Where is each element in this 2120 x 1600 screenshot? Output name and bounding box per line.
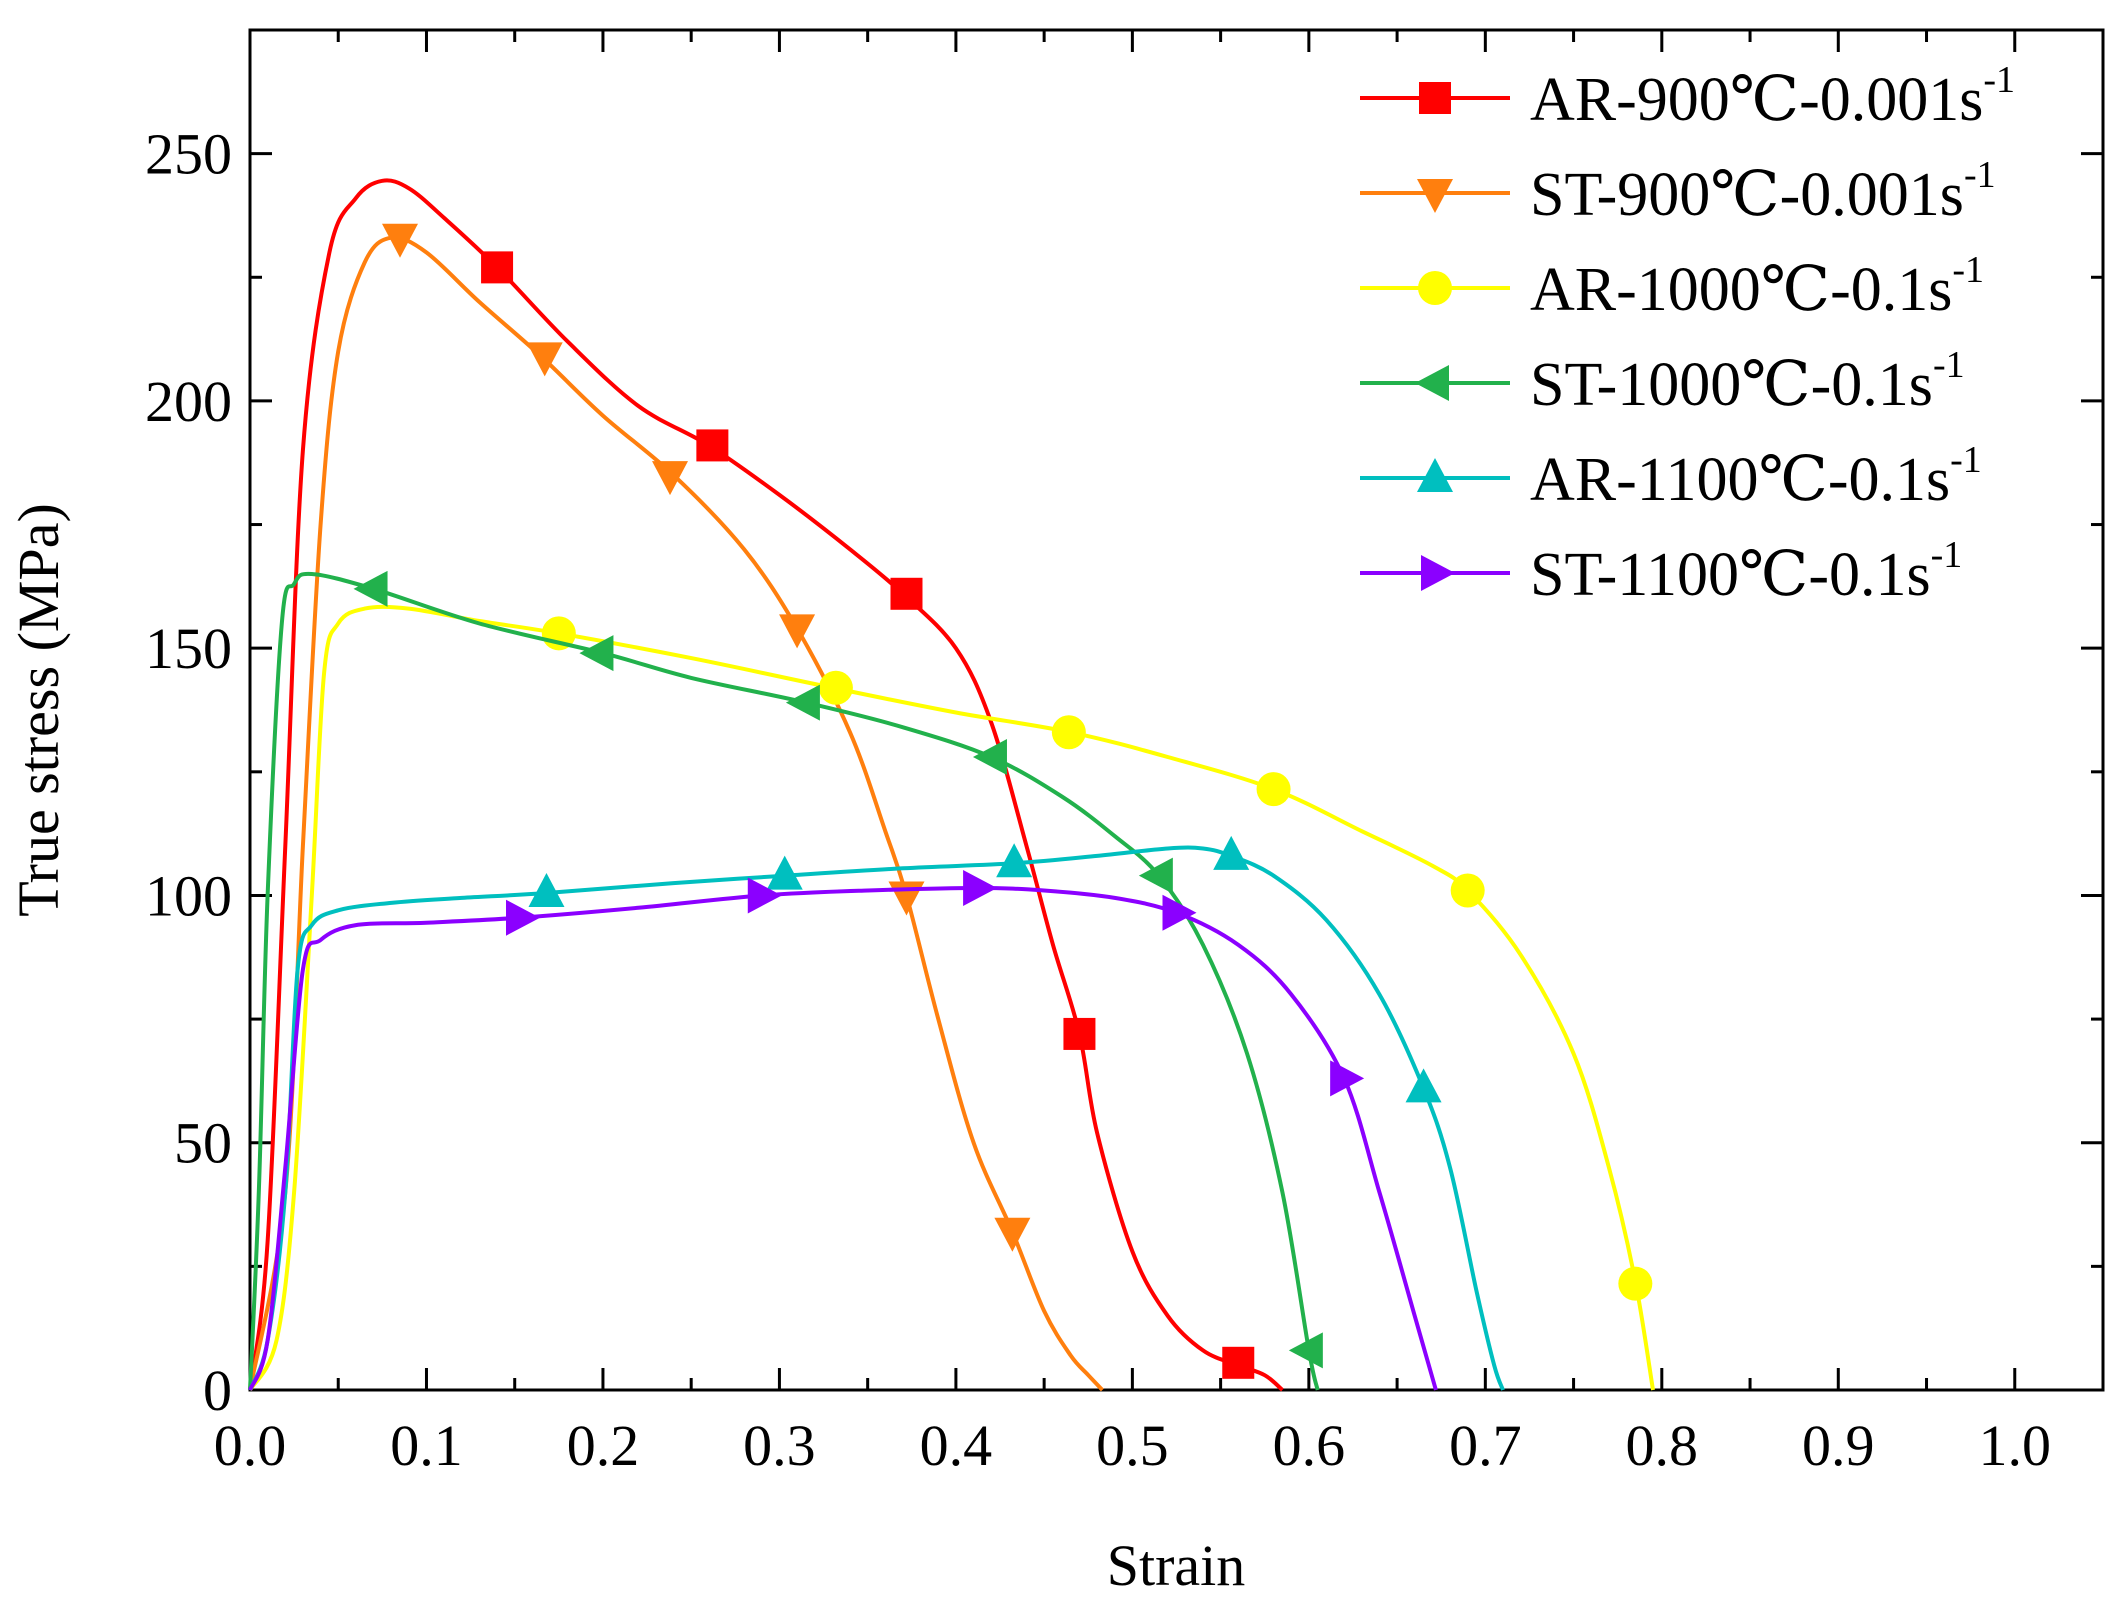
- data-point: [579, 635, 614, 672]
- data-point: [353, 570, 388, 607]
- legend-label: AR-900℃-0.001s-1: [1530, 59, 2015, 134]
- series-6: [248, 870, 1438, 1391]
- legend: AR-900℃-0.001s-1 ST-900℃-0.001s-1 AR-1000℃…: [1360, 59, 2015, 609]
- y-axis-title: True stress (MPa): [6, 503, 71, 917]
- data-point: [1618, 1266, 1653, 1301]
- legend-marker: [1415, 365, 1449, 401]
- data-point: [528, 872, 565, 907]
- data-point: [994, 1217, 1031, 1252]
- data-point: [1162, 894, 1197, 931]
- data-point: [481, 251, 514, 284]
- data-point: [1222, 1346, 1255, 1379]
- tick-labels: 0.0 0.1 0.2 0.3 0.4 0.5 0.6 0.7 0.8 0.9 1.0 0 50 100 1…: [145, 122, 2051, 1478]
- data-point: [972, 738, 1007, 775]
- data-point: [526, 342, 563, 377]
- plot-frame: [248, 28, 2105, 1392]
- legend-marker: [1418, 271, 1452, 305]
- x-tick-label: 0.5: [1096, 1413, 1169, 1478]
- data-point: [818, 670, 853, 705]
- legend-marker: [1417, 458, 1453, 492]
- legend-label-superscript: -1: [1950, 439, 1982, 481]
- series-line: [248, 845, 1505, 1391]
- data-point: [382, 223, 419, 258]
- data-point: [696, 429, 729, 462]
- data-point: [1213, 835, 1250, 870]
- legend-item: AR-900℃-0.001s-1: [1360, 59, 2015, 134]
- x-tick-label: 1.0: [1979, 1413, 2052, 1478]
- legend-item: ST-1100℃-0.1s-1: [1360, 534, 1962, 609]
- data-point: [785, 684, 820, 721]
- series-4: [248, 570, 1323, 1391]
- data-point: [1288, 1332, 1323, 1369]
- legend-item: AR-1100℃-0.1s-1: [1360, 439, 1982, 514]
- data-point: [996, 843, 1033, 878]
- y-tick-label: 200: [145, 369, 232, 434]
- legend-label: ST-900℃-0.001s-1: [1530, 154, 1996, 229]
- data-point: [779, 614, 816, 649]
- x-tick-label: 0.4: [920, 1413, 993, 1478]
- series-line: [248, 571, 1320, 1391]
- data-point: [1405, 1068, 1442, 1103]
- legend-item: ST-1000℃-0.1s-1: [1360, 344, 1965, 419]
- legend-label: ST-1100℃-0.1s-1: [1530, 534, 1962, 609]
- x-tick-label: 0.6: [1273, 1413, 1346, 1478]
- legend-item: ST-900℃-0.001s-1: [1360, 154, 1996, 229]
- legend-marker: [1421, 555, 1455, 591]
- legend-label-superscript: -1: [1933, 344, 1965, 386]
- series-layer: [248, 178, 1655, 1392]
- data-point: [890, 577, 923, 610]
- series-line: [248, 235, 1104, 1392]
- y-tick-label: 100: [145, 863, 232, 928]
- legend-label-superscript: -1: [1931, 534, 1963, 576]
- legend-marker: [1419, 82, 1451, 114]
- legend-label: AR-1000℃-0.1s-1: [1530, 249, 1984, 324]
- series-line: [248, 604, 1655, 1392]
- data-point: [963, 870, 998, 907]
- legend-label-superscript: -1: [1964, 154, 1996, 196]
- series-2: [248, 223, 1104, 1392]
- data-point: [1051, 715, 1086, 750]
- axis-ticks: [248, 30, 2103, 1392]
- legend-item: AR-1000℃-0.1s-1: [1360, 249, 1984, 324]
- y-tick-label: 50: [174, 1111, 232, 1176]
- legend-label-superscript: -1: [1952, 249, 1984, 291]
- data-point: [1138, 857, 1173, 894]
- x-tick-label: 0.2: [567, 1413, 640, 1478]
- legend-label: ST-1000℃-0.1s-1: [1530, 344, 1965, 419]
- data-point: [652, 461, 689, 496]
- x-tick-label: 0.8: [1626, 1413, 1699, 1478]
- y-tick-label: 0: [203, 1358, 232, 1423]
- x-tick-label: 0.9: [1802, 1413, 1875, 1478]
- series-line: [248, 886, 1438, 1391]
- series-3: [248, 604, 1655, 1392]
- data-point: [747, 877, 782, 914]
- y-tick-label: 250: [145, 122, 232, 187]
- data-point: [1450, 873, 1485, 908]
- data-point: [506, 899, 541, 936]
- x-axis-title: Strain: [1107, 1533, 1246, 1598]
- x-tick-label: 0.1: [390, 1413, 463, 1478]
- legend-label: AR-1100℃-0.1s-1: [1530, 439, 1982, 514]
- legend-label-superscript: -1: [1983, 59, 2015, 101]
- series-line: [248, 178, 1284, 1392]
- data-point: [888, 881, 925, 916]
- x-tick-label: 0.3: [743, 1413, 816, 1478]
- x-tick-label: 0.0: [214, 1413, 287, 1478]
- data-point: [1256, 772, 1291, 807]
- x-tick-label: 0.7: [1449, 1413, 1522, 1478]
- series-5: [248, 835, 1505, 1391]
- legend-marker: [1417, 179, 1453, 213]
- y-tick-label: 150: [145, 616, 232, 681]
- data-point: [766, 855, 803, 890]
- series-1: [248, 178, 1284, 1392]
- data-point: [1330, 1060, 1365, 1097]
- data-point: [1063, 1017, 1096, 1050]
